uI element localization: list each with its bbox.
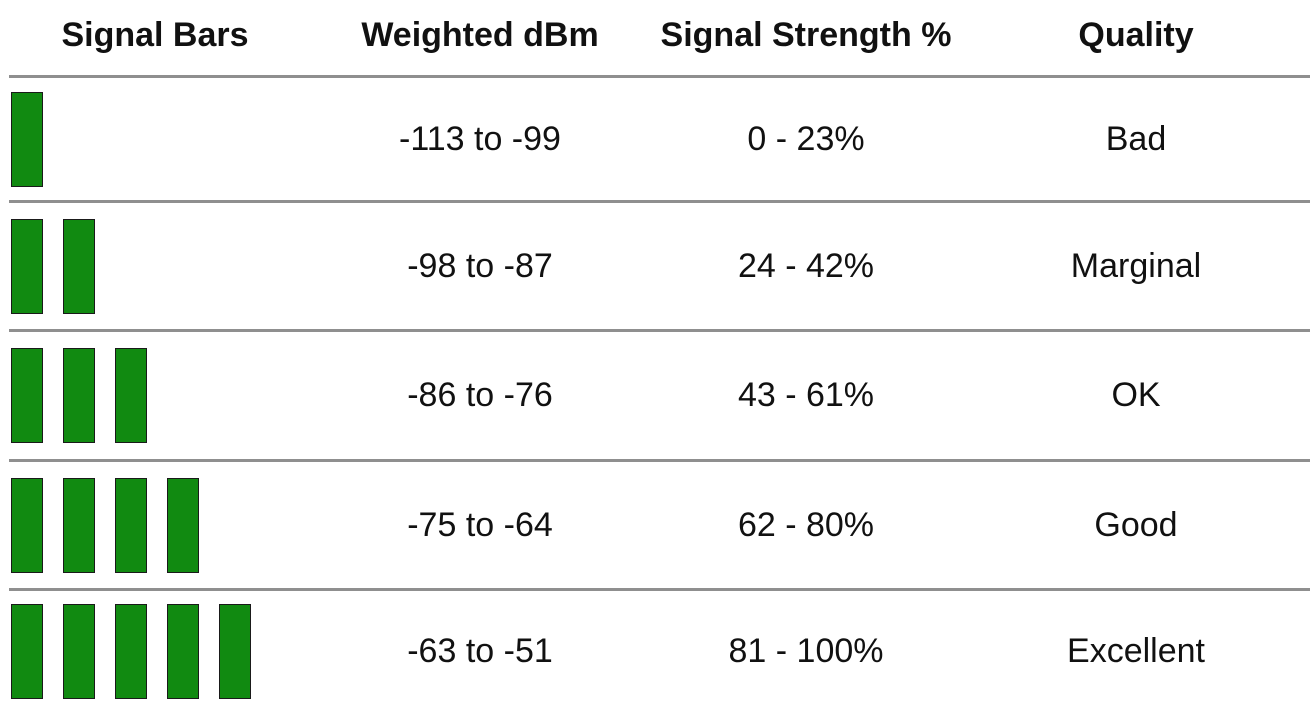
- signal-bar: [115, 477, 147, 573]
- quality-label: Excellent: [1067, 631, 1205, 670]
- signal-bar: [11, 477, 43, 573]
- dbm-range: -63 to -51: [407, 631, 553, 670]
- signal-bar: [63, 218, 95, 314]
- strength-range: 81 - 100%: [728, 631, 884, 670]
- row-divider: [9, 75, 1310, 78]
- quality-label: Marginal: [1070, 246, 1202, 285]
- table-header: Signal Bars Weighted dBm Signal Strength…: [0, 0, 1310, 76]
- strength-range: 62 - 80%: [737, 505, 875, 544]
- signal-bar: [167, 477, 199, 573]
- table-row: -75 to -64 62 - 80% Good: [0, 462, 1310, 588]
- signal-bar: [63, 603, 95, 699]
- strength-range: 43 - 61%: [737, 376, 875, 414]
- dbm-range: -75 to -64: [407, 505, 553, 544]
- dbm-range: -98 to -87: [407, 246, 553, 285]
- signal-bars-icon: [11, 203, 115, 329]
- signal-bar: [63, 348, 95, 443]
- strength-range: 0 - 23%: [747, 119, 865, 158]
- signal-bar: [11, 348, 43, 443]
- signal-bar: [11, 603, 43, 699]
- signal-bar: [11, 218, 43, 314]
- dbm-range: -113 to -99: [399, 119, 561, 158]
- header-signal-strength: Signal Strength %: [660, 16, 952, 54]
- signal-bar: [63, 477, 95, 573]
- quality-label: Good: [1094, 505, 1178, 544]
- row-divider: [9, 200, 1310, 203]
- signal-bar: [115, 603, 147, 699]
- signal-bar: [115, 348, 147, 443]
- table-row: -63 to -51 81 - 100% Excellent: [0, 591, 1310, 711]
- quality-label: Bad: [1105, 119, 1167, 158]
- table-row: -98 to -87 24 - 42% Marginal: [0, 203, 1310, 329]
- signal-bars-icon: [11, 462, 219, 588]
- strength-range: 24 - 42%: [737, 246, 875, 285]
- signal-bars-icon: [11, 332, 167, 459]
- row-divider: [9, 329, 1310, 332]
- signal-bars-icon: [11, 591, 271, 711]
- row-divider: [9, 588, 1310, 591]
- header-quality: Quality: [1078, 16, 1194, 54]
- dbm-range: -86 to -76: [407, 376, 553, 414]
- table-row: -86 to -76 43 - 61% OK: [0, 332, 1310, 459]
- header-weighted-dbm: Weighted dBm: [361, 16, 599, 54]
- signal-bar: [11, 91, 43, 187]
- signal-bars-icon: [11, 78, 63, 200]
- row-divider: [9, 459, 1310, 462]
- quality-label: OK: [1111, 376, 1161, 414]
- signal-bar: [219, 603, 251, 699]
- signal-bar: [167, 603, 199, 699]
- table-row: -113 to -99 0 - 23% Bad: [0, 78, 1310, 200]
- header-signal-bars: Signal Bars: [61, 16, 249, 54]
